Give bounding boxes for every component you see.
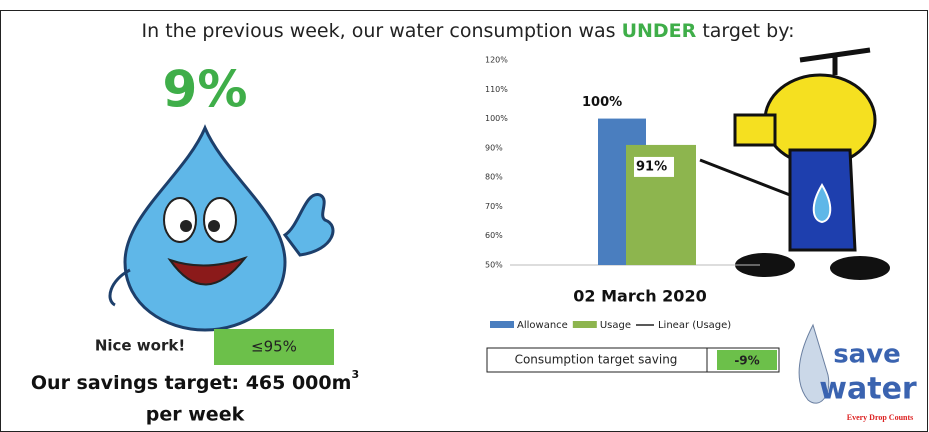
logo-tagline: Every Drop Counts (847, 413, 914, 422)
page: In the previous week, our water consumpt… (0, 0, 929, 432)
rating-band: ≤95% (251, 338, 297, 356)
bar-chart: 50% 60% 70% 80% 90% 100% 110% 120% 02 March 2020… (485, 56, 760, 332)
superscript: 3 (351, 368, 359, 381)
saving-value: -9% (734, 354, 759, 368)
y-tick-label: 90% (485, 143, 503, 152)
legend-label: Linear (Usage) (658, 320, 731, 331)
svg-text:Our savings target: 465 000m3: Our savings target: 465 000m3 (31, 368, 359, 394)
legend-label: Allowance (517, 320, 568, 331)
tap-mascot (700, 50, 890, 280)
y-tick-label: 70% (485, 202, 503, 211)
rating-label: Nice work! (95, 337, 185, 355)
y-tick-label: 80% (485, 173, 503, 182)
x-tick-label: 02 March 2020 (573, 287, 706, 306)
saving-label: Consumption target saving (515, 353, 678, 367)
legend-label: Usage (600, 320, 631, 331)
infographic: In the previous week, our water consumpt… (0, 0, 929, 432)
y-tick-label: 100% (485, 114, 508, 123)
result: 9% (163, 61, 248, 119)
y-tick-label: 120% (485, 56, 508, 65)
y-tick-label: 60% (485, 231, 503, 240)
drop-mascot (110, 128, 333, 330)
data-label: 100% (582, 95, 622, 110)
logo-text: save (833, 340, 901, 370)
data-label: 91% (636, 159, 667, 174)
y-tick-label: 110% (485, 85, 508, 94)
legend-swatch (490, 321, 514, 328)
headline-highlight: UNDER (622, 20, 697, 42)
logo-text: water (819, 372, 917, 407)
y-tick-label: 50% (485, 261, 503, 270)
headline: In the previous week, our water consumpt… (142, 20, 795, 42)
legend-swatch (573, 321, 597, 328)
headline-text: target by: (702, 20, 794, 42)
savings-target: Our savings target: 465 000m (31, 372, 352, 394)
savings-target-line2: per week (146, 404, 245, 426)
headline-text: In the previous week, our water consumpt… (142, 20, 616, 42)
